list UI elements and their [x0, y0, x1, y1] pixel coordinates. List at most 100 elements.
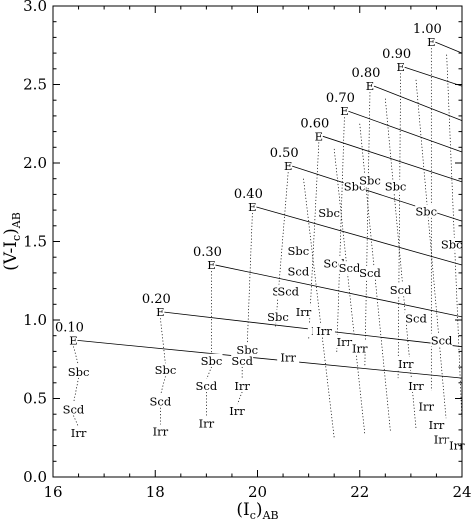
redshift-label: 0.60 — [300, 116, 329, 131]
e-type-label: E — [69, 333, 77, 347]
label-knockout — [149, 394, 172, 408]
e-track-line — [256, 206, 463, 266]
e-track-line — [322, 135, 463, 183]
y-tick-label: 1.5 — [23, 233, 47, 251]
axis-ticks: 16 18 20 22 24 0.0 0.5 1.0 1.5 2.0 2.5 3.0 — [23, 0, 471, 501]
connector-line — [415, 79, 448, 426]
label-knockout — [358, 265, 381, 279]
label-knockout — [430, 333, 453, 347]
morph-type-label: Irr — [280, 351, 296, 365]
e-type-label: E — [366, 79, 374, 93]
connector-line — [384, 98, 417, 429]
label-knockout — [67, 426, 90, 440]
label-knockout — [62, 402, 85, 416]
label-knockout — [312, 323, 335, 337]
y-tick-label: 0.5 — [23, 390, 47, 408]
y-tick-label: 1.0 — [23, 311, 47, 329]
morph-type-label: Scd — [339, 261, 361, 275]
morph-type-label: Scd — [63, 402, 85, 416]
morph-type-label: Irr — [153, 424, 169, 438]
redshift-label: 0.80 — [351, 66, 380, 81]
morph-type-label: Sbc — [441, 238, 463, 252]
x-tick-label: 20 — [248, 483, 267, 501]
x-tick-label: 18 — [146, 483, 165, 501]
label-knockout — [200, 353, 223, 367]
label-knockout — [292, 305, 315, 319]
label-knockout — [236, 342, 259, 356]
label-knockout — [389, 283, 412, 297]
label-knockout — [277, 350, 300, 364]
morph-type-label: Scd — [359, 266, 381, 280]
label-knockout — [404, 378, 427, 392]
e-type-label: E — [315, 129, 323, 143]
redshift-tracks: E0.10E0.20E0.30E0.40E0.50E0.60E0.70E0.80… — [55, 22, 463, 379]
morph-type-label: Sbc — [155, 363, 177, 377]
connector-line — [73, 377, 79, 404]
morphology-labels: SbcScdIrrSbcScdIrrSbcScdIrrSbcScdIrrIrrS… — [62, 48, 468, 453]
label-knockout — [277, 284, 300, 298]
redshift-label: 0.20 — [142, 292, 171, 307]
connector-line — [275, 172, 289, 328]
morph-type-label: Scd — [431, 333, 453, 347]
label-knockout — [318, 206, 341, 220]
e-type-label: E — [248, 200, 256, 214]
label-knockout — [404, 311, 427, 325]
connector-line — [73, 415, 79, 428]
label-knockout — [231, 353, 254, 367]
morph-type-label: Irr — [434, 432, 450, 446]
label-knockout — [154, 363, 177, 377]
morph-type-label: Sbc — [68, 365, 90, 379]
redshift-label: 0.10 — [55, 320, 84, 335]
label-knockout — [231, 378, 254, 392]
connector-line — [308, 142, 320, 341]
y-axis-label: (V-Ic)AB — [1, 212, 23, 271]
redshift-label: 0.50 — [270, 146, 299, 161]
label-knockout — [425, 418, 448, 432]
connector-line — [246, 212, 253, 344]
label-knockout — [358, 173, 381, 187]
x-tick-label: 22 — [350, 483, 369, 501]
label-knockout — [415, 204, 438, 218]
morph-type-label: Irr — [234, 379, 250, 393]
e-type-label: E — [284, 159, 292, 173]
morph-type-label: Sbc — [267, 310, 289, 324]
morph-type-label: Irr — [398, 357, 414, 371]
e-type-label: E — [207, 258, 215, 272]
e-type-label: E — [340, 104, 348, 118]
morph-type-label: Scd — [390, 283, 412, 297]
morph-type-label: Scd — [150, 395, 172, 409]
e-track-line — [373, 85, 463, 121]
e-track-line — [435, 41, 463, 54]
e-type-label: E — [396, 60, 404, 74]
e-track-line — [348, 110, 463, 153]
e-type-label: E — [156, 305, 164, 319]
e-type-label: E — [427, 35, 435, 49]
label-knockout — [415, 399, 438, 413]
connector-line — [73, 346, 79, 366]
morph-type-label: Irr — [429, 418, 445, 432]
connector-line — [397, 73, 401, 379]
morph-type-label: Sbc — [359, 173, 381, 187]
morph-type-label: Sbc — [288, 244, 310, 258]
redshift-label: 0.40 — [234, 187, 263, 202]
x-tick-label: 24 — [452, 483, 471, 501]
morph-type-label: Scd — [196, 379, 218, 393]
morph-type-label: Irr — [316, 324, 332, 338]
y-tick-label: 2.0 — [23, 154, 47, 172]
y-tick-label: 3.0 — [23, 0, 47, 15]
morph-type-label: Irr — [337, 335, 353, 349]
morph-type-label: Sbc — [415, 205, 437, 219]
morph-type-label: Irr — [71, 426, 87, 440]
x-axis-label: (Ic)AB — [236, 500, 278, 522]
connector-line — [236, 391, 243, 406]
morph-type-label: Irr — [352, 341, 368, 355]
morph-type-label: Irr — [408, 379, 424, 393]
label-knockout — [195, 416, 218, 430]
connector-line — [160, 376, 166, 396]
label-knockout — [440, 237, 463, 251]
morph-type-label: Scd — [277, 285, 299, 299]
morph-type-label: Irr — [449, 439, 465, 453]
connector-line — [446, 54, 463, 423]
morph-type-label: Sbc — [318, 206, 340, 220]
label-knockout — [266, 309, 289, 323]
